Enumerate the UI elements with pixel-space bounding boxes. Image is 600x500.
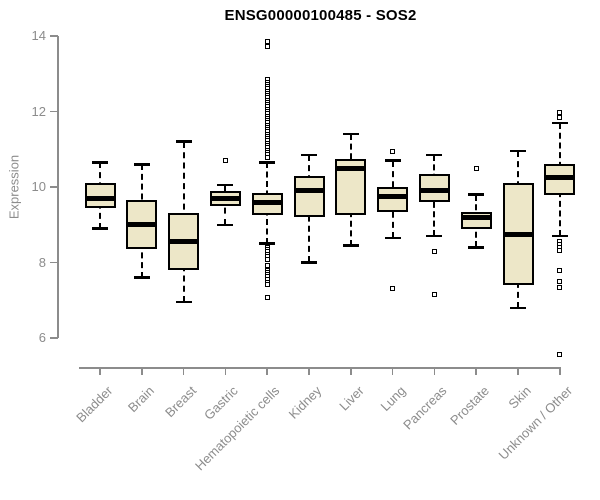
whisker-cap-bottom	[92, 227, 108, 230]
x-axis-tick	[517, 367, 519, 375]
y-axis-tick	[50, 261, 58, 264]
median-line	[84, 195, 116, 201]
outlier-marker	[557, 352, 563, 358]
outlier-marker	[222, 158, 228, 164]
y-tick-label: 10	[31, 179, 46, 194]
whisker-cap-bottom	[551, 234, 568, 238]
y-tick-label: 12	[31, 103, 46, 119]
y-axis-tick	[50, 35, 58, 37]
x-axis-tick	[391, 367, 394, 375]
whisker-cap-bottom	[426, 234, 443, 238]
y-axis-tick	[50, 110, 58, 113]
whisker-cap-bottom	[510, 306, 526, 310]
x-tick-label: Pancreas	[400, 383, 451, 433]
box-lung	[377, 187, 409, 212]
x-tick-label: Kidney	[285, 383, 325, 422]
median-line	[209, 195, 241, 201]
median-line	[335, 165, 367, 171]
y-tick-label: 14	[31, 28, 46, 43]
x-axis-tick	[308, 367, 310, 375]
whisker-cap-top	[175, 140, 192, 143]
outlier-marker	[557, 284, 563, 290]
median-line	[251, 199, 283, 205]
whisker-cap-top	[92, 161, 108, 164]
median-line	[168, 239, 200, 245]
x-axis-tick	[99, 367, 101, 375]
outlier-marker	[264, 262, 270, 268]
x-tick-label: Unknown / Other	[495, 383, 576, 463]
median-line	[418, 188, 450, 194]
x-tick-label: Breast	[162, 383, 200, 421]
outlier-marker	[557, 248, 563, 254]
x-axis-tick	[475, 367, 477, 375]
outlier-marker	[431, 292, 437, 298]
x-tick-label: Skin	[505, 383, 534, 412]
x-axis-line	[79, 367, 560, 369]
median-line	[126, 222, 158, 228]
x-axis-tick	[224, 367, 227, 375]
outlier-marker	[390, 148, 396, 154]
x-axis-tick	[559, 367, 561, 375]
y-tick-label: 6	[38, 330, 46, 345]
whisker-cap-bottom	[342, 244, 359, 247]
whisker-cap-bottom	[384, 236, 401, 240]
whisker-cap-bottom	[259, 242, 276, 245]
outlier-marker	[557, 279, 563, 285]
whisker-cap-top	[551, 121, 568, 125]
outlier-marker	[390, 286, 396, 292]
whisker-cap-bottom	[468, 246, 485, 249]
y-axis-tick	[50, 337, 58, 339]
median-line	[377, 193, 409, 199]
x-axis-tick	[141, 367, 143, 375]
outlier-marker	[557, 267, 563, 273]
x-axis-tick	[433, 367, 436, 375]
whisker-cap-bottom	[217, 223, 234, 226]
outlier-marker	[264, 294, 270, 300]
outlier-marker	[264, 256, 270, 262]
box-pancreas	[418, 173, 450, 203]
whisker-cap-top	[384, 159, 401, 162]
median-line	[460, 214, 492, 220]
whisker-cap-bottom	[133, 276, 150, 279]
outlier-marker	[557, 110, 563, 116]
outlier-marker	[557, 114, 563, 120]
whisker-cap-bottom	[175, 300, 192, 304]
box-kidney	[293, 175, 325, 218]
x-tick-label: Prostate	[446, 383, 492, 428]
y-axis-tick	[50, 186, 58, 188]
median-line	[544, 175, 576, 181]
outlier-marker	[264, 281, 270, 287]
x-axis-tick	[350, 367, 352, 375]
whisker-cap-top	[468, 193, 485, 196]
whisker-cap-top	[342, 132, 359, 136]
whisker-cap-top	[510, 149, 526, 153]
whisker-cap-top	[133, 163, 150, 166]
y-axis-line	[57, 36, 59, 338]
median-line	[502, 231, 534, 237]
x-axis-tick	[182, 367, 185, 375]
x-tick-label: Lung	[377, 383, 409, 415]
outlier-marker	[264, 39, 270, 45]
outlier-marker	[264, 44, 270, 50]
y-axis-label: Expression	[6, 154, 22, 220]
outlier-marker	[431, 248, 437, 254]
whisker-cap-top	[426, 153, 443, 157]
x-tick-label: Liver	[335, 383, 367, 414]
x-tick-label: Gastric	[201, 383, 242, 423]
whisker-cap-top	[301, 153, 317, 157]
whisker-cap-top	[259, 161, 276, 164]
median-line	[293, 188, 325, 194]
x-tick-label: Brain	[125, 383, 158, 416]
chart-title: ENSG00000100485 - SOS2	[224, 7, 417, 24]
whisker-cap-bottom	[301, 261, 317, 264]
outlier-marker	[473, 165, 479, 171]
x-axis-tick	[266, 367, 268, 375]
whisker-cap-top	[217, 183, 234, 187]
y-tick-label: 8	[38, 254, 46, 270]
outlier-marker	[264, 155, 270, 161]
box-bladder	[84, 183, 116, 208]
x-tick-label: Bladder	[73, 383, 116, 426]
